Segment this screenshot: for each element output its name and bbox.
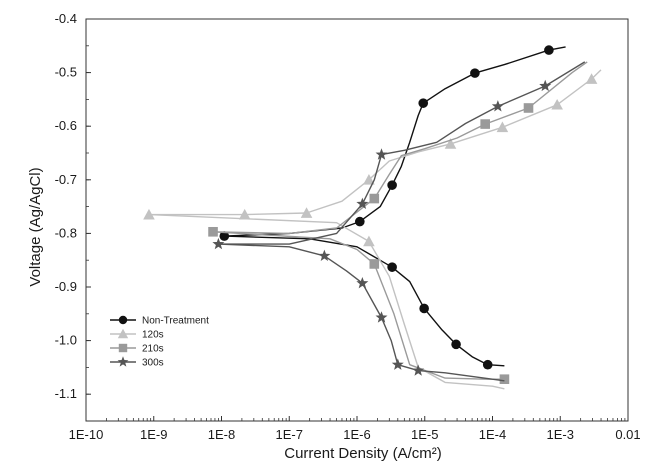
legend-label: 210s — [142, 344, 164, 355]
x-tick-label: 1E-4 — [479, 427, 506, 442]
data-point-circle — [355, 216, 365, 227]
series-line-anodic — [224, 46, 566, 237]
data-point-circle — [451, 339, 461, 350]
legend-label: 300s — [142, 358, 164, 369]
y-tick-label: -0.9 — [55, 279, 77, 294]
data-point-triangle — [496, 121, 509, 133]
data-point-triangle — [585, 73, 598, 84]
series-210s — [208, 61, 588, 384]
series-300s — [212, 61, 586, 382]
x-tick-label: 1E-10 — [69, 427, 104, 442]
data-point-star — [412, 364, 425, 376]
data-point-square — [523, 103, 534, 113]
y-tick-label: -0.6 — [55, 118, 77, 133]
y-tick-label: -0.5 — [55, 65, 77, 80]
x-tick-label: 1E-6 — [343, 427, 370, 442]
data-point-star — [356, 276, 369, 289]
series-line-anodic — [218, 61, 586, 245]
data-point-triangle — [143, 208, 155, 220]
legend: Non-Treatment 120s 210s 300s — [110, 316, 209, 369]
series-line-cathodic — [148, 213, 505, 390]
data-point-triangle — [551, 98, 563, 110]
x-axis: 1E-10 1E-9 1E-8 1E-7 1E-6 1E-5 1E-4 1E-3 0.01 — [69, 416, 641, 442]
y-axis-title: Voltage (Ag/AgCl) — [27, 167, 44, 286]
y-tick-label: -1.0 — [55, 333, 77, 348]
x-tick-label: 1E-8 — [208, 427, 235, 442]
data-point-circle — [419, 303, 429, 314]
legend-label: Non-Treatment — [142, 316, 209, 327]
data-point-square — [208, 226, 218, 237]
data-point-star — [491, 100, 504, 112]
data-point-triangle — [117, 328, 129, 339]
data-point-circle — [118, 315, 128, 325]
data-point-circle — [418, 98, 429, 108]
data-point-triangle — [363, 174, 375, 185]
legend-item: 300s — [110, 356, 164, 369]
series-line-anodic — [149, 69, 602, 216]
x-tick-label: 1E-5 — [411, 427, 438, 442]
data-point-triangle — [300, 207, 313, 218]
data-point-star — [318, 249, 331, 262]
series-120s — [143, 69, 602, 390]
data-point-star — [212, 237, 225, 250]
data-point-triangle — [444, 138, 457, 149]
data-point-circle — [387, 262, 397, 272]
series-line-cathodic — [212, 231, 505, 380]
y-axis: -0.4 -0.5 -0.6 -0.7 -0.8 -0.9 -1.0 -1.1 — [55, 11, 91, 422]
data-point-star — [375, 148, 388, 160]
data-point-star — [375, 311, 388, 323]
data-point-square — [369, 259, 380, 269]
y-tick-label: -0.8 — [55, 225, 77, 240]
data-point-square — [499, 374, 510, 384]
data-point-triangle — [238, 208, 251, 220]
data-point-star — [117, 356, 129, 367]
data-point-triangle — [363, 235, 375, 247]
legend-item: Non-Treatment — [110, 316, 209, 327]
data-point-square — [118, 343, 128, 353]
series-layer — [143, 45, 602, 390]
data-point-square — [480, 119, 490, 129]
y-tick-label: -1.1 — [55, 386, 77, 401]
data-point-star — [539, 79, 552, 92]
x-axis-title: Current Density (A/cm²) — [284, 445, 442, 462]
y-tick-label: -0.4 — [55, 11, 77, 26]
x-tick-label: 1E-7 — [276, 427, 303, 442]
legend-label: 120s — [142, 330, 164, 341]
legend-item: 120s — [110, 328, 164, 341]
data-point-circle — [470, 68, 480, 78]
data-point-circle — [544, 45, 554, 55]
series-line-anodic — [212, 61, 588, 235]
x-tick-label: 1E-9 — [140, 427, 167, 442]
y-tick-label: -0.7 — [55, 172, 77, 187]
data-point-square — [369, 193, 380, 204]
legend-item: 210s — [110, 344, 164, 355]
x-tick-label: 0.01 — [615, 427, 640, 442]
data-point-circle — [482, 359, 493, 370]
data-point-star — [356, 197, 369, 210]
data-point-star — [391, 358, 404, 370]
data-point-circle — [219, 231, 230, 241]
x-tick-label: 1E-3 — [547, 427, 574, 442]
data-point-circle — [387, 180, 397, 190]
series-non-treatment — [219, 45, 566, 370]
